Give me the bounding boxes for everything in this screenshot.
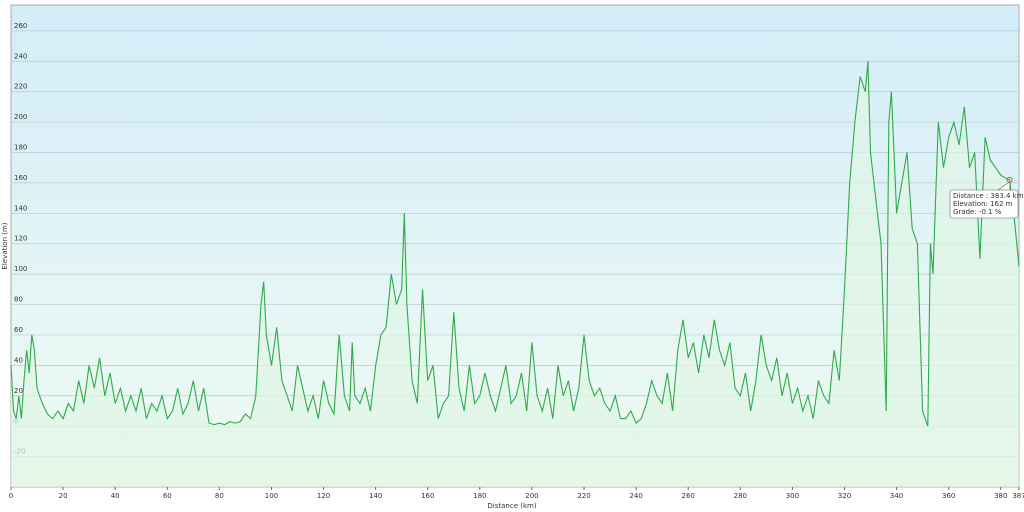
x-tick-label: 280 — [734, 492, 747, 500]
x-tick-label: 340 — [890, 492, 903, 500]
tooltip-text: Grade: -0.1 % — [953, 208, 1002, 216]
x-tick-label: 320 — [838, 492, 851, 500]
x-tick-label: 40 — [111, 492, 120, 500]
y-tick-label: 200 — [14, 113, 27, 121]
tooltip-box — [949, 189, 1019, 219]
y-tick-label: 220 — [14, 83, 27, 91]
x-tick-label: 260 — [682, 492, 695, 500]
y-tick-label: 60 — [14, 326, 23, 334]
elevation-line — [10, 61, 1020, 427]
x-tick-label: 180 — [473, 492, 486, 500]
x-tick-label: 360 — [942, 492, 955, 500]
y-tick-label: 140 — [14, 204, 27, 212]
x-tick-label: 240 — [629, 492, 642, 500]
x-tick-label: 0 — [9, 492, 13, 500]
x-tick-label: 220 — [577, 492, 590, 500]
y-tick-label: 180 — [14, 143, 27, 151]
x-tick-label: 20 — [59, 492, 68, 500]
x-tick-label: 140 — [369, 492, 382, 500]
x-tick-label: 60 — [163, 492, 172, 500]
y-tick-label: 260 — [14, 22, 27, 30]
y-tick-label: 40 — [14, 356, 23, 364]
x-tick-label: 120 — [317, 492, 330, 500]
x-tick-label: 100 — [265, 492, 278, 500]
x-tick-label: 80 — [215, 492, 224, 500]
x-tick-label: 387 — [1012, 492, 1024, 500]
tooltip-text: Distance : 383.4 km — [953, 192, 1024, 200]
y-tick-label: 80 — [14, 296, 23, 304]
y-tick-label: 120 — [14, 235, 27, 243]
elevation-area — [11, 61, 1019, 488]
y-tick-label: 20 — [14, 387, 23, 395]
y-tick-label: 240 — [14, 52, 27, 60]
y-tick-label: 100 — [14, 265, 27, 273]
x-axis-title: Distance (km) — [487, 502, 536, 510]
x-tick-label: 380 — [994, 492, 1007, 500]
tooltip-text: Elevation: 162 m — [953, 200, 1013, 208]
y-tick-label: 160 — [14, 174, 27, 182]
x-tick-label: 300 — [786, 492, 799, 500]
x-tick-label: 160 — [421, 492, 434, 500]
x-tick-label: 200 — [525, 492, 538, 500]
y-axis-title: Elevation (m) — [1, 222, 9, 269]
